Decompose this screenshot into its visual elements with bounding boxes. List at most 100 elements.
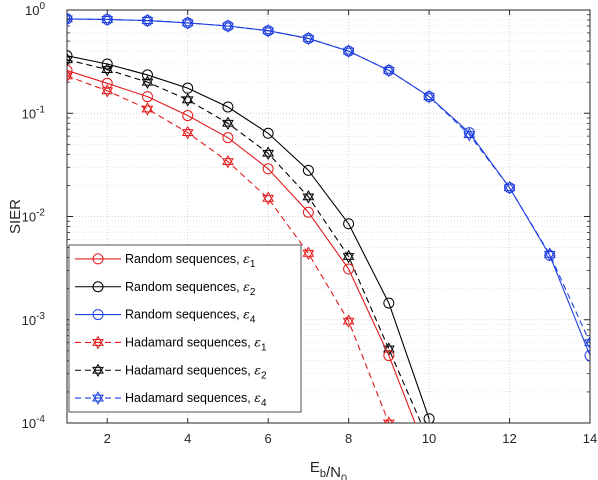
marker-hexagram xyxy=(141,13,154,28)
marker-hexagram xyxy=(181,125,194,140)
y-tick-label: 10-4 xyxy=(22,414,46,431)
hexagram-triangle-down xyxy=(101,66,114,77)
hexagram-triangle-up xyxy=(262,146,275,157)
hexagram-triangle-down xyxy=(342,317,355,328)
hexagram-triangle-up xyxy=(342,249,355,260)
marker-circle xyxy=(383,297,395,309)
hexagram-triangle-up xyxy=(181,125,194,136)
marker-hexagram xyxy=(302,246,315,261)
marker-hexagram xyxy=(222,116,234,131)
marker-hexagram xyxy=(181,92,194,107)
marker-hexagram xyxy=(67,69,73,83)
legend: Random sequences, ε1 Random sequences, ε2… xyxy=(68,244,302,413)
marker-circle xyxy=(343,218,355,230)
marker-hexagram xyxy=(382,63,395,78)
marker-circle xyxy=(262,127,274,139)
marker-circle xyxy=(423,413,435,423)
hexagram-triangle-up xyxy=(262,191,275,202)
hexagram-triangle-down xyxy=(584,339,590,350)
y-tick-label: 10-1 xyxy=(22,104,46,121)
hexagram-triangle-up xyxy=(382,63,395,74)
hexagram-triangle-up xyxy=(92,363,104,374)
marker-circle xyxy=(141,91,153,103)
marker-hexagram xyxy=(503,180,516,195)
marker-hexagram xyxy=(302,31,315,46)
hexagram-triangle-down xyxy=(302,193,315,204)
hexagram-triangle-up xyxy=(463,127,476,139)
hexagram-triangle-down xyxy=(101,87,114,98)
marker-hexagram xyxy=(101,12,114,27)
legend-item: Hadamard sequences, ε1 xyxy=(75,334,267,353)
hexagram-triangle-down xyxy=(67,15,73,26)
hexagram-triangle-down xyxy=(92,339,104,350)
marker-circle xyxy=(584,350,590,362)
legend-label: Random sequences, ε1 xyxy=(125,251,256,270)
hexagram-triangle-down xyxy=(382,67,395,78)
hexagram-triangle-up xyxy=(342,44,355,55)
hexagram-triangle-down xyxy=(181,129,194,140)
series-5 xyxy=(67,12,590,350)
series-line xyxy=(67,75,390,423)
hexagram-triangle-down xyxy=(302,35,315,46)
marker-circle xyxy=(92,309,104,321)
marker-hexagram xyxy=(262,191,275,206)
hexagram-triangle-down xyxy=(101,16,114,27)
y-tick-label: 100 xyxy=(25,1,45,18)
legend-box xyxy=(68,244,302,413)
hexagram-triangle-up xyxy=(342,314,355,325)
x-tick-label: 6 xyxy=(265,431,272,446)
hexagram-triangle-down xyxy=(423,93,435,104)
hexagram-triangle-up xyxy=(543,247,556,258)
marker-hexagram xyxy=(342,314,355,328)
hexagram-triangle-down xyxy=(141,78,154,89)
marker-circle xyxy=(67,64,73,76)
hexagram-triangle-down xyxy=(92,394,104,405)
hexagram-triangle-down xyxy=(262,194,275,206)
marker-hexagram xyxy=(382,416,395,423)
y-tick-label: 10-2 xyxy=(22,208,46,225)
marker-circle xyxy=(302,164,314,176)
marker-hexagram xyxy=(101,83,114,98)
x-tick-label: 10 xyxy=(422,431,436,446)
series-line xyxy=(67,18,590,343)
hexagram-triangle-down xyxy=(342,47,355,58)
hexagram-triangle-up xyxy=(67,12,73,23)
hexagram-triangle-up xyxy=(222,116,234,127)
marker-circle xyxy=(92,253,104,265)
hexagram-triangle-down xyxy=(181,19,194,30)
marker-hexagram xyxy=(101,62,114,77)
marker-circle xyxy=(262,163,274,175)
legend-label: Hadamard sequences, ε4 xyxy=(125,390,267,409)
series-line xyxy=(67,59,422,423)
hexagram-triangle-down xyxy=(503,184,516,195)
hexagram-triangle-up xyxy=(423,89,435,100)
x-tick-label: 14 xyxy=(583,431,597,446)
legend-item: Hadamard sequences, ε4 xyxy=(75,390,267,409)
marker-hexagram xyxy=(222,154,234,169)
hexagram-triangle-up xyxy=(101,83,114,95)
legend-label: Hadamard sequences, ε1 xyxy=(125,334,267,353)
hexagram-triangle-up xyxy=(101,62,114,73)
x-tick-label: 2 xyxy=(104,431,111,446)
hexagram-triangle-down xyxy=(302,249,315,261)
marker-hexagram xyxy=(262,146,275,161)
x-axis-label: Eb/N0 xyxy=(310,459,347,480)
hexagram-triangle-up xyxy=(181,16,194,27)
marker-hexagram xyxy=(584,335,590,350)
marker-hexagram xyxy=(423,89,435,104)
hexagram-triangle-down xyxy=(67,56,73,67)
hexagram-triangle-down xyxy=(222,158,234,169)
hexagram-triangle-up xyxy=(141,13,154,24)
legend-item: Hadamard sequences, ε2 xyxy=(75,362,267,381)
series-0 xyxy=(67,64,416,423)
hexagram-triangle-up xyxy=(67,52,73,64)
hexagram-triangle-down xyxy=(543,250,556,262)
hexagram-triangle-up xyxy=(222,19,234,30)
hexagram-triangle-up xyxy=(92,335,104,346)
hexagram-triangle-down xyxy=(141,17,154,28)
marker-hexagram xyxy=(222,19,234,33)
hexagram-triangle-up xyxy=(67,69,73,80)
hexagram-triangle-up xyxy=(181,92,194,104)
hexagram-triangle-down xyxy=(222,119,234,131)
